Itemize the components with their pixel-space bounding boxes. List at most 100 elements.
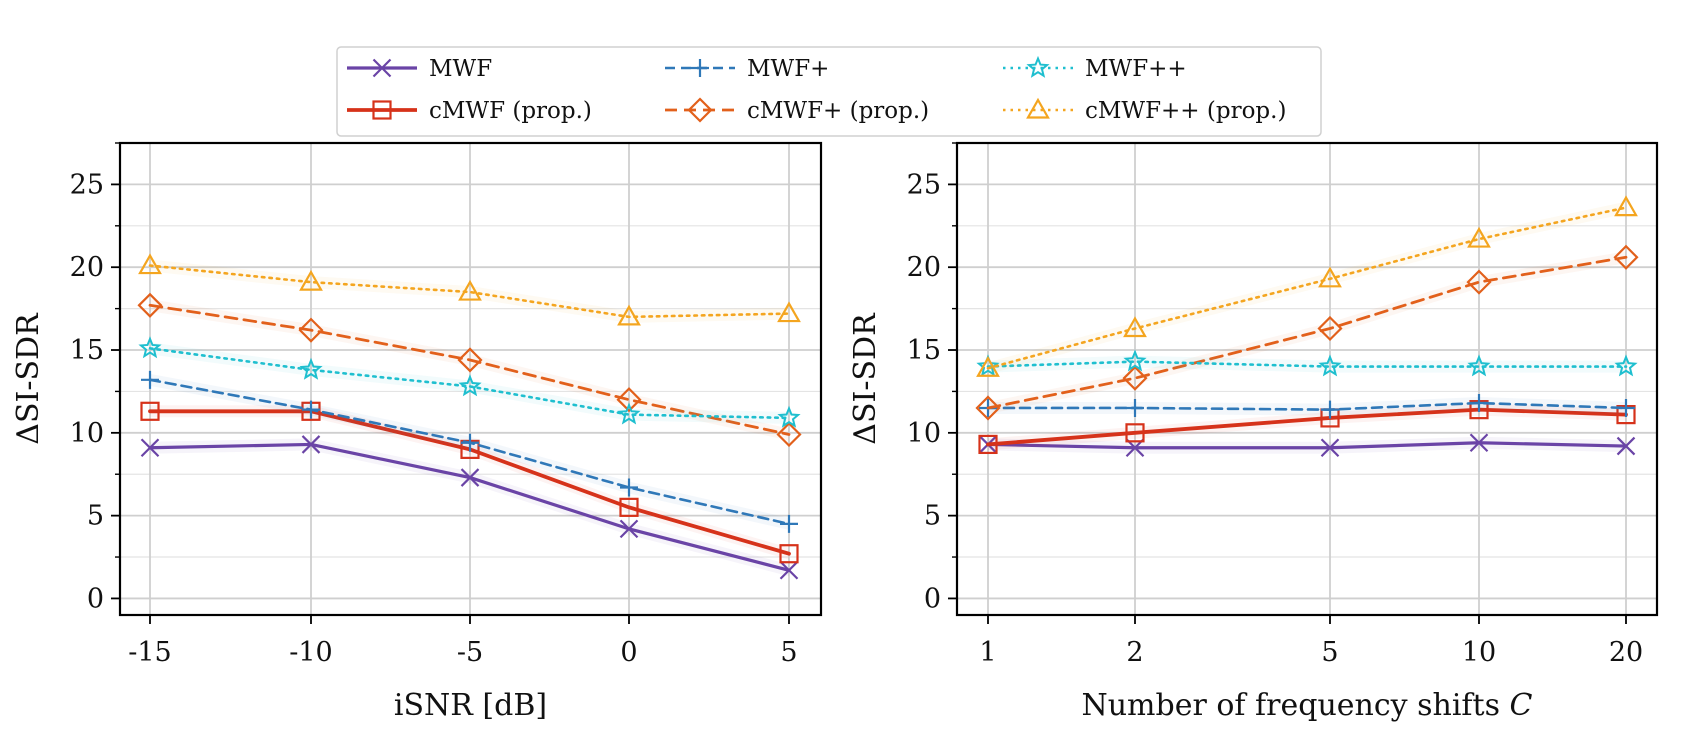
marker-mwf — [1469, 433, 1489, 453]
y-tick-label: 0 — [924, 583, 941, 614]
marker-cmwfp — [1122, 365, 1148, 391]
marker-mwfpp — [976, 354, 1000, 377]
series-band-mwfpp — [150, 342, 789, 424]
series-line-mwfpp — [148, 347, 791, 420]
y-tick-label: 15 — [70, 335, 104, 366]
y-tick-label: 15 — [907, 335, 941, 366]
series-right — [975, 195, 1639, 458]
legend-label-cmwfp: cMWF+ (prop.) — [747, 98, 929, 124]
x-axis-label-left: iSNR [dB] — [394, 688, 547, 723]
marker-mwf — [619, 519, 639, 539]
legend-label-cmwf: cMWF (prop.) — [429, 98, 592, 124]
marker-cmwfpp — [138, 253, 162, 275]
series-line-cmwfp — [148, 303, 791, 436]
x-tick-label: 1 — [979, 637, 996, 668]
y-tick-label: 10 — [907, 418, 941, 449]
y-axis-label-left: ΔSI-SDR — [11, 312, 46, 445]
chart-left-isnr: 0 5 10 15 20 25 -15 -10 -5 0 5 iSNR [dB] ΔSI-SDR — [11, 141, 823, 723]
legend-marker — [1026, 55, 1050, 78]
marker-cmwfp — [137, 292, 163, 318]
marker-mwfpp — [138, 336, 162, 359]
y-tick-label: 25 — [907, 169, 941, 200]
marker-cmwfpp — [777, 301, 801, 323]
marker-mwfp — [141, 370, 159, 389]
y-axis-label-right: ΔSI-SDR — [848, 312, 883, 445]
legend-marker — [691, 59, 709, 77]
x-tick-label: 10 — [1462, 637, 1496, 668]
legend-label-mwf: MWF — [429, 56, 492, 82]
marker-mwf — [1616, 436, 1636, 456]
y-tick-label: 5 — [87, 501, 104, 532]
marker-mwfp — [1617, 398, 1635, 417]
legend-entry-cmwf: cMWF (prop.) — [347, 98, 592, 124]
legend-marker — [1026, 97, 1050, 119]
marker-cmwfp — [298, 317, 324, 343]
x-tick-label: 20 — [1609, 637, 1643, 668]
x-tick-label: 5 — [780, 637, 797, 668]
marker-cmwfpp — [976, 356, 1000, 377]
series-band-mwf — [988, 436, 1626, 454]
marker-mwfpp — [777, 405, 801, 428]
series-band-cmwfpp — [988, 201, 1626, 375]
series-band-cmwf — [988, 403, 1626, 451]
y-tick-label: 0 — [87, 583, 104, 614]
marker-cmwfpp — [1467, 226, 1491, 248]
legend-label-mwfp: MWF+ — [747, 56, 829, 82]
marker-mwf — [460, 468, 480, 487]
marker-mwfp — [780, 514, 798, 533]
y-tick-label: 25 — [70, 169, 104, 200]
series-band-cmwfpp — [150, 259, 789, 323]
x-tick-label: 2 — [1126, 637, 1143, 668]
marker-cmwfp — [776, 421, 802, 448]
plot-frame-right — [955, 141, 1659, 617]
series-band-mwf — [150, 438, 789, 577]
marker-cmwfp — [975, 395, 1001, 421]
marker-cmwf — [1125, 423, 1145, 443]
series-line-cmwfpp — [148, 264, 791, 319]
x-tick-label: -10 — [289, 637, 332, 668]
marker-cmwfpp — [1123, 316, 1147, 338]
series-line-cmwfpp — [986, 206, 1628, 370]
marker-cmwfp — [1317, 315, 1343, 342]
marker-cmwfpp — [299, 269, 323, 291]
legend-entry-mwf: MWF — [347, 56, 492, 82]
marker-mwfpp — [458, 374, 482, 397]
series-band-mwfpp — [988, 355, 1626, 373]
marker-mwfp — [302, 400, 320, 419]
grid-right — [957, 142, 1657, 615]
marker-cmwf — [779, 544, 799, 564]
x-axis-label-right-var: C — [1510, 688, 1533, 723]
x-tick-label: -5 — [457, 637, 483, 668]
y-tick-label: 10 — [70, 418, 104, 449]
legend-entry-mwfpp: MWF++ — [1003, 55, 1187, 82]
marker-cmwfp — [616, 387, 642, 413]
legend-frame — [336, 46, 1322, 137]
x-tick-label: 5 — [1321, 637, 1338, 668]
marker-cmwfp — [457, 347, 483, 373]
marker-cmwfp — [1466, 269, 1492, 295]
series-left — [137, 253, 802, 580]
marker-mwfp — [1126, 398, 1144, 417]
legend-label-mwfpp: MWF++ — [1085, 56, 1187, 82]
y-tick-label: 20 — [907, 252, 941, 283]
marker-cmwf — [978, 434, 998, 455]
marker-cmwf — [140, 401, 160, 421]
marker-cmwfpp — [1318, 266, 1342, 288]
marker-mwf — [779, 561, 799, 580]
marker-mwfpp — [299, 357, 323, 380]
series-band-cmwfp — [988, 251, 1626, 414]
legend-marker — [372, 58, 392, 78]
legend-label-cmwfpp: cMWF++ (prop.) — [1085, 98, 1286, 124]
marker-mwfp — [1321, 400, 1339, 419]
y-tick-label: 20 — [70, 252, 104, 283]
marker-mwfp — [1470, 394, 1488, 413]
x-tick-label: -15 — [128, 637, 171, 668]
ticks-left: 0 5 10 15 20 25 -15 -10 -5 0 5 — [70, 142, 798, 668]
marker-cmwfpp — [458, 279, 482, 301]
marker-mwf — [1320, 438, 1340, 458]
x-axis-label-right-text: Number of frequency shifts — [1081, 688, 1509, 723]
marker-cmwfpp — [1614, 195, 1638, 217]
marker-mwfpp — [617, 402, 641, 425]
marker-mwfpp — [1318, 354, 1342, 377]
